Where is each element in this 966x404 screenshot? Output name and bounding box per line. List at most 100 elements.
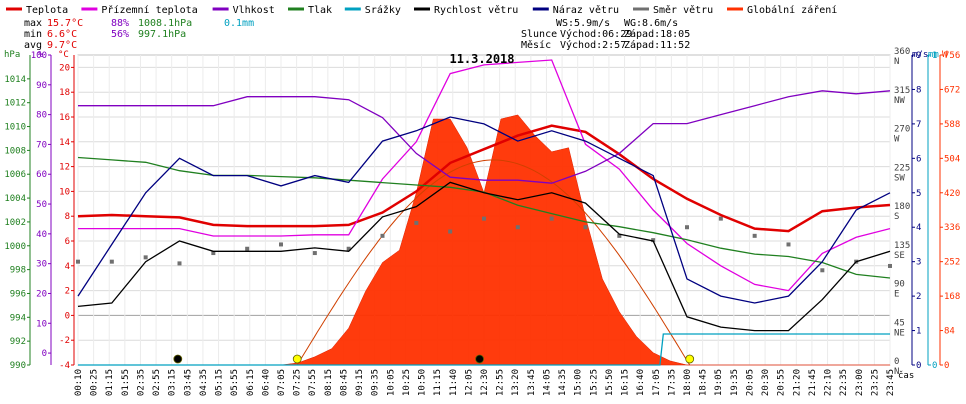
point-smer-vetru	[177, 261, 182, 266]
x-tick-label: 09:15	[355, 369, 365, 396]
x-tick-label: 22:10	[824, 369, 834, 396]
point-smer-vetru	[820, 268, 825, 273]
x-tick-label: 21:45	[808, 369, 818, 396]
series-vlhkost	[78, 90, 891, 184]
x-tick-label: 12:05	[464, 369, 474, 396]
point-smer-vetru	[211, 251, 216, 256]
point-smer-vetru	[109, 259, 114, 264]
dir-degree-label: 135	[894, 241, 910, 251]
degc-axis-label: 14	[59, 138, 70, 148]
point-smer-vetru	[448, 229, 453, 234]
series-přízemní-teplota	[78, 59, 891, 292]
x-tick-label: 02:35	[136, 369, 146, 396]
x-tick-label: 03:45	[183, 369, 193, 396]
point-smer-vetru	[279, 242, 283, 247]
x-tick-label: 13:20	[511, 369, 521, 396]
degc-axis-label: 4	[65, 262, 70, 272]
x-tick-label: 07:05	[277, 369, 287, 396]
ms-axis-label: 0	[916, 361, 921, 371]
pct-axis-label: 70	[36, 140, 47, 150]
sun-marker	[292, 354, 302, 364]
x-tick-label: 18:45	[699, 369, 709, 396]
point-smer-vetru	[752, 233, 757, 238]
w-axis-label: 0	[944, 361, 949, 371]
w-axis-label: 672	[944, 85, 960, 95]
x-tick-label: 10:25	[402, 369, 412, 396]
point-smer-vetru	[718, 216, 723, 221]
legend-label: Vlhkost	[233, 5, 275, 16]
pct-axis-label: 60	[36, 170, 47, 180]
point-smer-vetru	[786, 242, 791, 247]
degc-axis-label: 2	[65, 287, 70, 297]
unit-mm: mm	[928, 50, 939, 60]
dir-degree-label: 225	[894, 163, 910, 173]
hpa-axis-label: 1006	[4, 170, 26, 180]
hpa-axis-label: 1002	[4, 218, 26, 228]
hpa-axis-label: 1008	[4, 146, 26, 156]
w-axis-label: 252	[944, 258, 960, 268]
x-tick-label: 12:55	[496, 369, 506, 396]
x-tick-label: 23:25	[870, 369, 880, 396]
legend-label: Srážky	[365, 4, 401, 16]
hpa-axis-label: 1004	[4, 194, 26, 204]
x-tick-label: 09:35	[371, 369, 381, 396]
x-tick-label: 19:05	[714, 369, 724, 396]
dir-compass-label: N	[894, 367, 899, 377]
x-tick-label: 19:35	[730, 369, 740, 396]
pct-axis-label: 100	[31, 51, 47, 61]
ms-axis-label: 7	[916, 120, 921, 130]
x-tick-label: 17:35	[667, 369, 677, 396]
info-sun-rise: Východ:06:29	[560, 28, 632, 40]
hpa-axis-label: 990	[10, 361, 26, 371]
dir-compass-label: NW	[894, 96, 905, 106]
stat-min-press: 997.1hPa	[138, 29, 186, 40]
dir-compass-label: W	[894, 135, 900, 145]
info-wg: WG:8.6m/s	[624, 18, 678, 29]
dir-compass-label: SW	[894, 173, 905, 183]
sun-marker	[685, 354, 695, 364]
x-tick-label: 21:20	[792, 369, 802, 396]
legend-label: Náraz větru	[553, 4, 619, 16]
point-smer-vetru	[651, 238, 656, 243]
ms-axis-label: 1	[916, 327, 921, 337]
x-tick-label: 13:45	[527, 369, 537, 396]
stat-min-temp: 6.6°C	[47, 29, 77, 40]
dir-degree-label: 90	[894, 280, 905, 290]
point-smer-vetru	[143, 255, 148, 260]
series-srážky	[78, 333, 890, 366]
stat-max-label: max	[24, 18, 42, 29]
x-tick-label: 01:55	[121, 369, 131, 396]
stat-min-label: min	[24, 29, 42, 40]
degc-axis-label: 10	[59, 187, 70, 197]
unit-hpa: hPa	[4, 50, 20, 60]
ms-axis-label: 3	[916, 258, 921, 268]
point-smer-vetru	[380, 233, 385, 238]
x-tick-label: 23:00	[855, 369, 865, 396]
info-sun-label: Slunce	[521, 29, 557, 40]
legend-label: Směr větru	[653, 4, 713, 16]
unit-degc: °C	[58, 50, 69, 60]
x-tick-label: 18:00	[683, 369, 693, 396]
x-tick-label: 11:40	[449, 369, 459, 396]
x-tick-label: 10:05	[386, 369, 396, 396]
w-axis-label: 756	[944, 51, 960, 61]
point-smer-vetru	[482, 216, 486, 221]
x-tick-label: 20:55	[777, 369, 787, 396]
x-tick-label: 11:15	[433, 369, 443, 396]
x-tick-label: 22:35	[839, 369, 849, 396]
point-smer-vetru	[312, 251, 317, 256]
dir-degree-label: 0	[894, 357, 899, 367]
x-tick-label: 06:15	[246, 369, 256, 396]
degc-axis-label: 18	[59, 88, 70, 98]
x-tick-label: 15:25	[589, 369, 599, 396]
hpa-axis-label: 994	[10, 313, 26, 323]
dir-degree-label: 270	[894, 125, 910, 135]
dir-compass-label: E	[894, 290, 899, 300]
chart-title: 11.3.2018	[449, 52, 514, 66]
w-axis-label: 336	[944, 223, 960, 233]
x-tick-label: 04:35	[199, 369, 209, 396]
hpa-axis-label: 998	[10, 266, 26, 276]
degc-axis-label: 8	[65, 212, 70, 222]
legend-label: Tlak	[308, 5, 332, 16]
